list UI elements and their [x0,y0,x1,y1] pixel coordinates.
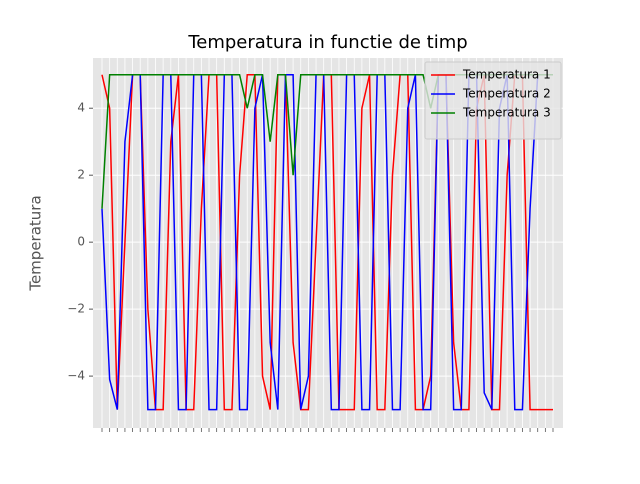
y-tick-label: 4 [77,101,85,115]
y-tick-label: 0 [77,235,85,249]
y-axis-label: Temperatura [27,195,45,291]
legend-label: Temperatura 3 [462,106,551,120]
legend-label: Temperatura 2 [462,87,551,101]
legend-label: Temperatura 1 [462,68,551,82]
legend: Temperatura 1 Temperatura 2 Temperatura 3 [424,61,562,140]
chart-title: Temperatura in functie de timp [187,32,467,53]
legend-box [424,61,562,140]
y-tick-label: 2 [77,168,85,182]
y-tick-label: −2 [67,302,85,316]
y-tick-label: −4 [67,369,85,383]
